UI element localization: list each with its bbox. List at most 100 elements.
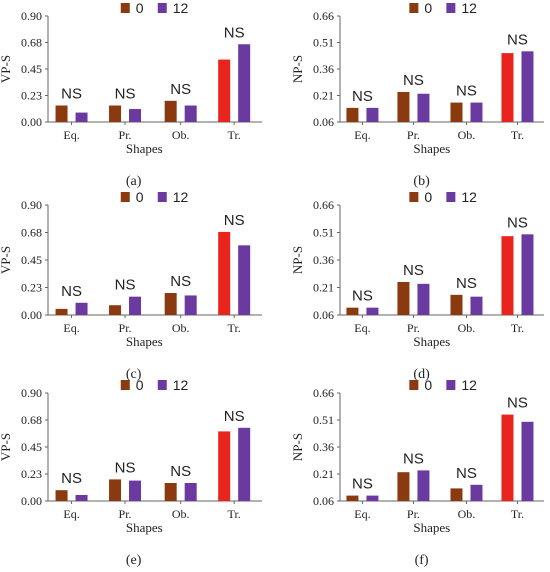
y-axis-label: VP-S bbox=[0, 246, 13, 274]
y-tick-label: 0.66 bbox=[313, 386, 334, 400]
bar-0h bbox=[218, 431, 231, 501]
bar-12h bbox=[129, 109, 142, 122]
bar-0h bbox=[450, 102, 463, 122]
bar-0h bbox=[218, 231, 231, 315]
bar-12h bbox=[470, 484, 483, 501]
y-tick-label: 0.36 bbox=[313, 440, 334, 454]
y-tick-label: 0.36 bbox=[313, 253, 334, 267]
bar-12h bbox=[129, 296, 142, 315]
significance-annotation: NS bbox=[507, 395, 528, 412]
significance-annotation: NS bbox=[403, 262, 424, 279]
x-tick-label: Tr. bbox=[228, 128, 241, 142]
y-tick-label: 0.36 bbox=[313, 62, 334, 76]
bar-0h bbox=[109, 479, 122, 501]
legend-label-12: 12 bbox=[173, 189, 189, 205]
y-tick-label: 0.68 bbox=[21, 226, 42, 240]
x-tick-label: Eq. bbox=[63, 128, 79, 142]
x-tick-label: Pr. bbox=[407, 507, 420, 521]
x-tick-label: Ob. bbox=[172, 507, 190, 521]
legend-swatch-0 bbox=[120, 3, 130, 13]
y-tick-label: 0.68 bbox=[21, 36, 42, 50]
panel-caption: (f) bbox=[415, 553, 429, 568]
y-tick-label: 0.06 bbox=[313, 308, 334, 322]
bar-0h bbox=[346, 307, 359, 315]
y-tick-label: 0.21 bbox=[313, 467, 334, 481]
legend-swatch-0 bbox=[409, 3, 419, 13]
bar-0h bbox=[397, 472, 410, 501]
bar-0h bbox=[397, 91, 410, 122]
legend-swatch-12 bbox=[446, 3, 456, 13]
y-tick-label: 0.66 bbox=[313, 9, 334, 23]
legend-label-0: 0 bbox=[424, 0, 432, 16]
legend-swatch-12 bbox=[446, 192, 456, 202]
bar-12h bbox=[366, 307, 379, 315]
x-tick-label: Eq. bbox=[354, 321, 370, 335]
y-tick-label: 0.21 bbox=[313, 89, 334, 103]
legend-label-12: 12 bbox=[173, 0, 189, 16]
y-tick-label: 0.06 bbox=[313, 115, 334, 129]
bar-12h bbox=[184, 483, 197, 501]
legend-label-0: 0 bbox=[136, 0, 144, 16]
legend-label-0: 0 bbox=[424, 377, 432, 393]
bar-12h bbox=[184, 105, 197, 122]
legend-label-12: 12 bbox=[461, 0, 477, 16]
y-tick-label: 0.23 bbox=[21, 281, 42, 295]
legend-label-0: 0 bbox=[136, 377, 144, 393]
legend-label-12: 12 bbox=[461, 377, 477, 393]
legend-label-12: 12 bbox=[173, 377, 189, 393]
significance-annotation: NS bbox=[61, 470, 82, 487]
x-tick-label: Pr. bbox=[407, 321, 420, 335]
y-tick-label: 0.23 bbox=[21, 467, 42, 481]
x-tick-label: Ob. bbox=[458, 321, 476, 335]
bar-0h bbox=[164, 483, 177, 501]
bar-0h bbox=[501, 414, 514, 501]
x-axis-label: Shapes bbox=[126, 334, 163, 349]
y-tick-label: 0.23 bbox=[21, 89, 42, 103]
bar-12h bbox=[417, 93, 430, 122]
y-tick-label: 0.68 bbox=[21, 413, 42, 427]
x-axis-label: Shapes bbox=[413, 334, 450, 349]
x-tick-label: Tr. bbox=[228, 321, 241, 335]
x-tick-label: Ob. bbox=[458, 507, 476, 521]
bar-12h bbox=[521, 51, 534, 123]
panel-caption: (b) bbox=[413, 174, 430, 189]
chart-panel-2: 0.00 0.23 0.45 0.68 0.90 VP-S Eq. NS Pr. NS Ob. NS T… bbox=[0, 189, 262, 382]
bar-12h bbox=[129, 480, 142, 501]
bar-0h bbox=[109, 105, 122, 122]
significance-annotation: NS bbox=[456, 83, 477, 100]
y-tick-label: 0.06 bbox=[313, 494, 334, 508]
bar-0h bbox=[450, 294, 463, 315]
legend-swatch-12 bbox=[446, 380, 456, 390]
legend-swatch-0 bbox=[409, 380, 419, 390]
bar-0h bbox=[55, 490, 68, 501]
x-axis-label: Shapes bbox=[413, 141, 450, 156]
significance-annotation: NS bbox=[224, 24, 245, 41]
bar-12h bbox=[238, 245, 251, 315]
y-axis-label: VP-S bbox=[0, 55, 13, 83]
x-tick-label: Ob. bbox=[172, 128, 190, 142]
panel-caption: (d) bbox=[413, 367, 430, 382]
bar-12h bbox=[75, 495, 88, 501]
bar-0h bbox=[346, 107, 359, 122]
chart-panel-0: 0.00 0.23 0.45 0.68 0.90 VP-S Eq. NS Pr. NS Ob. NS T… bbox=[0, 0, 262, 189]
significance-annotation: NS bbox=[170, 273, 191, 290]
chart-panel-3: 0.06 0.21 0.36 0.51 0.66 NP-S Eq. NS Pr. NS Ob. NS T… bbox=[290, 189, 544, 382]
bar-0h bbox=[109, 305, 122, 315]
x-tick-label: Eq. bbox=[354, 507, 370, 521]
legend-swatch-12 bbox=[157, 192, 167, 202]
y-tick-label: 0.45 bbox=[21, 253, 42, 267]
chart-panel-4: 0.00 0.23 0.45 0.68 0.90 VP-S Eq. NS Pr. NS Ob. NS T… bbox=[0, 377, 262, 568]
y-tick-label: 0.00 bbox=[21, 308, 42, 322]
legend-swatch-12 bbox=[157, 380, 167, 390]
bar-12h bbox=[417, 470, 430, 501]
significance-annotation: NS bbox=[224, 212, 245, 229]
significance-annotation: NS bbox=[352, 88, 373, 105]
y-axis-label: NP-S bbox=[290, 55, 305, 83]
x-tick-label: Tr. bbox=[511, 507, 524, 521]
panel-caption: (a) bbox=[126, 174, 142, 189]
significance-annotation: NS bbox=[403, 72, 424, 89]
y-tick-label: 0.51 bbox=[313, 413, 334, 427]
x-tick-label: Eq. bbox=[354, 128, 370, 142]
x-tick-label: Ob. bbox=[458, 128, 476, 142]
